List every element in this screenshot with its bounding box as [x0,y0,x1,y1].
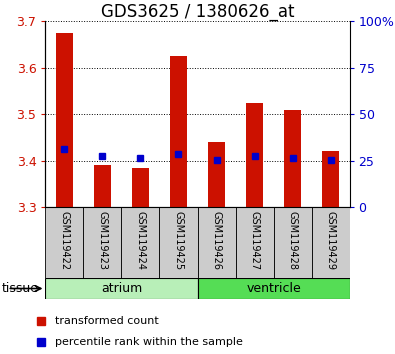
Bar [208,142,225,207]
Bar [235,207,274,278]
Text: GSM119427: GSM119427 [250,211,260,270]
Title: GDS3625 / 1380626_at: GDS3625 / 1380626_at [101,3,294,21]
Bar [312,207,350,278]
Bar [273,207,312,278]
Bar [56,33,73,207]
Text: GSM119429: GSM119429 [325,211,336,270]
Text: GSM119425: GSM119425 [173,211,184,270]
Text: GSM119422: GSM119422 [59,211,70,270]
Text: atrium: atrium [101,282,142,295]
Bar [94,165,111,207]
Text: tissue: tissue [2,282,39,295]
Text: GSM119428: GSM119428 [288,211,297,270]
Bar [322,152,339,207]
Text: GSM119423: GSM119423 [98,211,107,270]
Bar [122,207,160,278]
Text: transformed count: transformed count [55,316,159,326]
Bar [45,278,198,299]
Bar [246,103,263,207]
Text: percentile rank within the sample: percentile rank within the sample [55,337,243,348]
Bar [170,56,187,207]
Bar [45,207,83,278]
Bar [160,207,198,278]
Bar [132,167,149,207]
Bar [198,207,235,278]
Text: ventricle: ventricle [246,282,301,295]
Bar [284,109,301,207]
Bar [83,207,122,278]
Text: GSM119424: GSM119424 [135,211,145,270]
Text: GSM119426: GSM119426 [211,211,222,270]
Bar [198,278,350,299]
